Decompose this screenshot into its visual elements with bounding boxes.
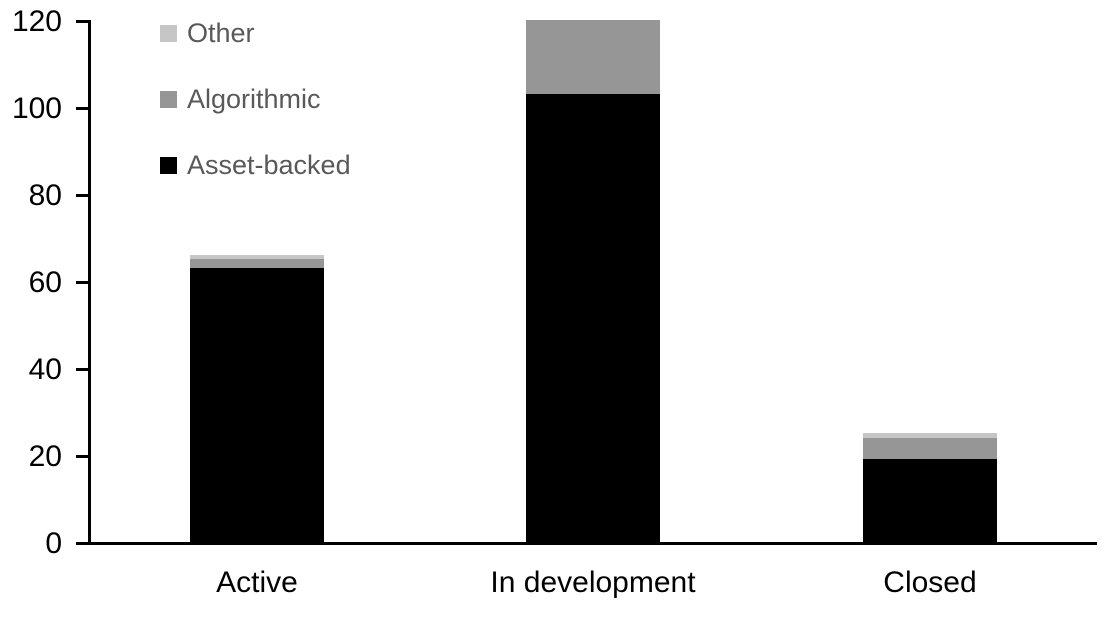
legend-label-algorithmic: Algorithmic: [187, 83, 321, 114]
x-axis-line: [76, 542, 1097, 545]
x-axis-label-closed: Closed: [883, 566, 977, 599]
y-axis-tick: [76, 20, 88, 23]
y-axis-tick-label: 80: [28, 179, 62, 212]
bar-segment-active-algorithmic: [190, 259, 324, 268]
y-axis-tick-label: 40: [28, 353, 62, 386]
y-axis-tick-label: 0: [45, 527, 62, 560]
x-axis-label-in-development: In development: [490, 566, 696, 599]
y-axis-tick: [76, 107, 88, 110]
bar-segment-in-development-algorithmic: [526, 20, 660, 94]
bar-segment-active-asset-backed: [190, 267, 324, 542]
legend-swatch-other: [160, 24, 177, 42]
bar-segment-closed-asset-backed: [863, 459, 997, 542]
y-axis-tick: [76, 542, 88, 545]
bar-segment-closed-other: [863, 433, 997, 438]
y-axis-tick-label: 60: [28, 266, 62, 299]
y-axis-tick: [76, 281, 88, 284]
legend-item-other: Other: [160, 17, 351, 48]
y-axis-tick: [76, 455, 88, 458]
legend-item-asset-backed: Asset-backed: [160, 149, 351, 180]
x-axis-label-active: Active: [216, 566, 298, 599]
bar-segment-in-development-asset-backed: [526, 93, 660, 542]
legend-swatch-algorithmic: [160, 90, 177, 108]
y-axis-tick: [76, 194, 88, 197]
bar-segment-active-other: [190, 254, 324, 260]
y-axis-tick-label: 20: [28, 440, 62, 473]
bar-segment-closed-algorithmic: [863, 437, 997, 460]
y-axis-tick: [76, 368, 88, 371]
legend-item-algorithmic: Algorithmic: [160, 83, 351, 114]
legend-label-asset-backed: Asset-backed: [187, 149, 351, 180]
legend-swatch-asset-backed: [160, 156, 177, 174]
legend-label-other: Other: [187, 17, 255, 48]
y-axis-tick-label: 120: [11, 5, 62, 38]
y-axis-tick-label: 100: [11, 92, 62, 125]
y-axis-line: [88, 20, 91, 545]
legend: Other Algorithmic Asset-backed: [160, 17, 351, 220]
